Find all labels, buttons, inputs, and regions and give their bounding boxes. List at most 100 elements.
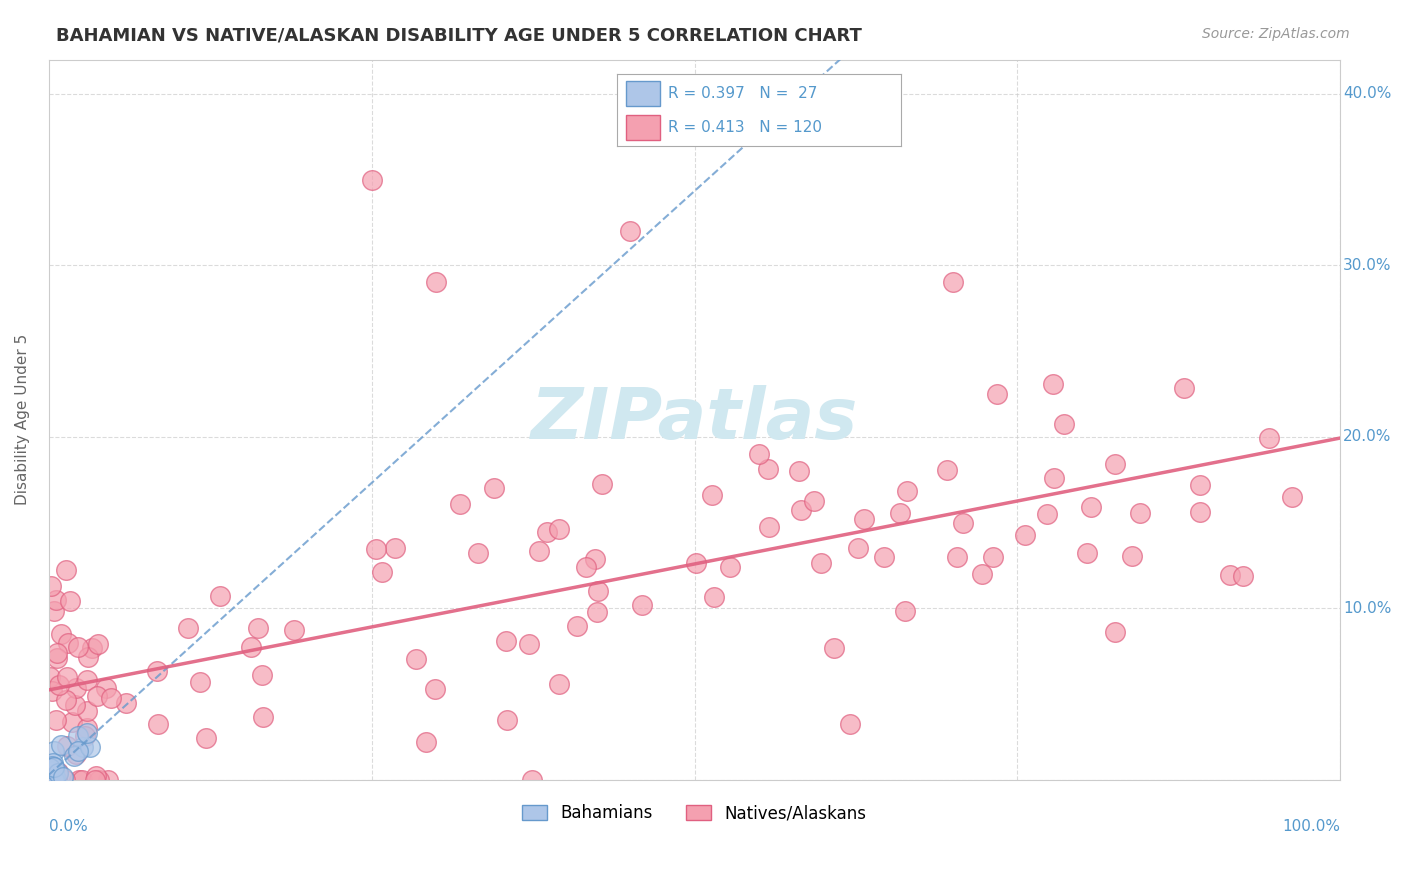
Point [496, 713, 519, 727]
Point [970, 566, 993, 581]
Point [76, 722, 98, 736]
Point [619, 224, 641, 238]
Text: 10.0%: 10.0% [1343, 600, 1392, 615]
Text: 0.0%: 0.0% [49, 819, 87, 834]
Point [41, 759, 63, 773]
Point [529, 544, 551, 558]
Point [115, 696, 138, 710]
Point [1104, 624, 1126, 639]
Point [360, 172, 382, 186]
Point [252, 710, 274, 724]
Point [73, 729, 96, 743]
Point [60, 715, 83, 730]
Point [44, 744, 66, 758]
Point [67, 729, 90, 743]
Point [1076, 546, 1098, 560]
Point [41, 761, 63, 775]
Text: 40.0%: 40.0% [1343, 87, 1392, 102]
Point [72, 739, 94, 754]
Point [583, 551, 606, 566]
Point [283, 623, 305, 637]
Point [55, 563, 77, 577]
Point [38, 771, 60, 785]
Legend: Bahamians, Natives/Alaskans: Bahamians, Natives/Alaskans [516, 797, 873, 829]
Point [517, 637, 540, 651]
Point [49, 738, 72, 752]
Point [942, 276, 965, 290]
Point [889, 506, 911, 520]
Point [56, 669, 79, 683]
Point [48, 678, 70, 692]
Point [586, 605, 609, 619]
Point [565, 619, 588, 633]
Point [209, 589, 232, 603]
Point [1129, 506, 1152, 520]
Point [631, 598, 654, 612]
Point [46, 650, 69, 665]
Point [1053, 417, 1076, 431]
Point [146, 664, 169, 678]
Point [703, 590, 725, 604]
Point [53, 772, 76, 787]
Point [575, 560, 598, 574]
Point [789, 465, 811, 479]
Point [146, 717, 169, 731]
Point [366, 541, 388, 556]
Point [700, 488, 723, 502]
Point [252, 668, 274, 682]
Point [38, 772, 60, 787]
Point [1014, 527, 1036, 541]
Y-axis label: Disability Age Under 5: Disability Age Under 5 [15, 334, 30, 505]
Text: 30.0%: 30.0% [1343, 258, 1392, 273]
Point [87, 637, 110, 651]
Point [839, 717, 862, 731]
Point [38, 772, 60, 787]
Point [547, 677, 569, 691]
Point [45, 646, 67, 660]
Point [188, 674, 211, 689]
Point [44, 770, 66, 784]
Point [194, 731, 217, 746]
Point [239, 640, 262, 655]
Point [38, 772, 60, 787]
Text: BAHAMIAN VS NATIVE/ALASKAN DISABILITY AGE UNDER 5 CORRELATION CHART: BAHAMIAN VS NATIVE/ALASKAN DISABILITY AG… [56, 27, 862, 45]
Point [1219, 567, 1241, 582]
Point [718, 560, 741, 574]
Point [39, 579, 62, 593]
Point [896, 483, 918, 498]
Point [76, 704, 98, 718]
Point [588, 584, 610, 599]
Point [1104, 458, 1126, 472]
Point [520, 772, 543, 787]
Point [45, 713, 67, 727]
Point [67, 640, 90, 655]
Point [48, 765, 70, 780]
Text: 100.0%: 100.0% [1282, 819, 1340, 834]
Point [77, 649, 100, 664]
Point [946, 550, 969, 565]
Point [246, 621, 269, 635]
Point [38, 772, 60, 787]
Point [41, 756, 63, 770]
Point [758, 520, 780, 534]
Point [548, 522, 571, 536]
Point [384, 541, 406, 556]
Point [38, 670, 60, 684]
Point [65, 681, 87, 696]
Point [1173, 381, 1195, 395]
Point [873, 550, 896, 565]
Point [467, 546, 489, 560]
Point [790, 503, 813, 517]
Point [59, 594, 82, 608]
Point [48, 766, 70, 780]
Point [810, 556, 832, 570]
Point [42, 759, 65, 773]
Point [482, 481, 505, 495]
Point [41, 683, 63, 698]
Point [1121, 549, 1143, 564]
Point [97, 772, 120, 787]
Point [100, 690, 122, 705]
Point [803, 494, 825, 508]
Point [425, 276, 447, 290]
Point [177, 621, 200, 635]
